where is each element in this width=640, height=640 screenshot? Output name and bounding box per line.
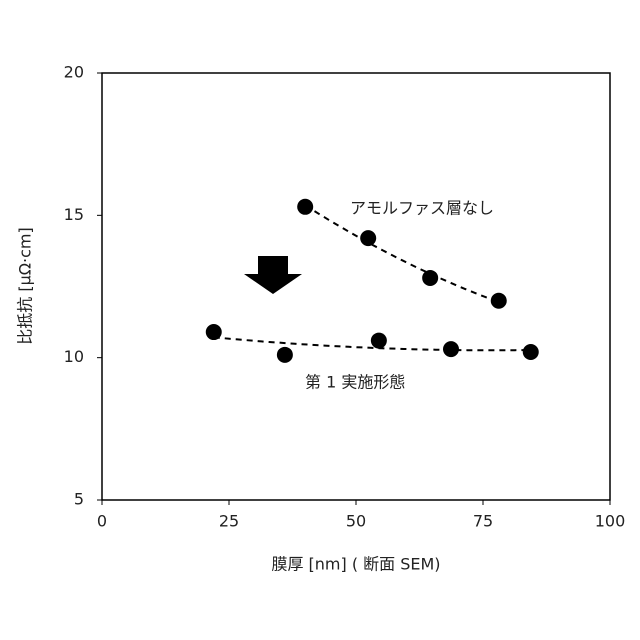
- x-tick-label: 100: [595, 512, 626, 531]
- y-tick-label: 5: [74, 490, 84, 509]
- data-point: [206, 324, 222, 340]
- x-tick-label: 75: [473, 512, 493, 531]
- y-tick-label: 20: [64, 63, 84, 82]
- data-point: [443, 341, 459, 357]
- data-point: [277, 347, 293, 363]
- data-point: [360, 230, 376, 246]
- data-point: [491, 293, 507, 309]
- trend-line: [305, 205, 499, 302]
- data-point: [422, 270, 438, 286]
- data-point: [297, 199, 313, 215]
- data-point: [523, 344, 539, 360]
- series-label: アモルファス層なし: [350, 199, 494, 218]
- y-axis-title: 比抵抗 [μΩ·cm]: [16, 227, 35, 344]
- x-tick-label: 0: [97, 512, 107, 531]
- y-tick-label: 10: [64, 347, 84, 366]
- series-label: 第 1 実施形態: [305, 373, 405, 392]
- page: 膜厚 [nm] ( 断面 SEM) 比抵抗 [μΩ·cm] 0 25 50 75 100…: [0, 0, 640, 640]
- y-tick-label: 15: [64, 205, 84, 224]
- arrow: [244, 256, 302, 294]
- chart: 膜厚 [nm] ( 断面 SEM) 比抵抗 [μΩ·cm] 0 25 50 75 100…: [0, 0, 640, 640]
- x-tick-label: 25: [219, 512, 239, 531]
- plot-frame: [102, 73, 610, 500]
- x-tick-label: 50: [346, 512, 366, 531]
- x-axis-title: 膜厚 [nm] ( 断面 SEM): [271, 555, 440, 574]
- data-point: [371, 333, 387, 349]
